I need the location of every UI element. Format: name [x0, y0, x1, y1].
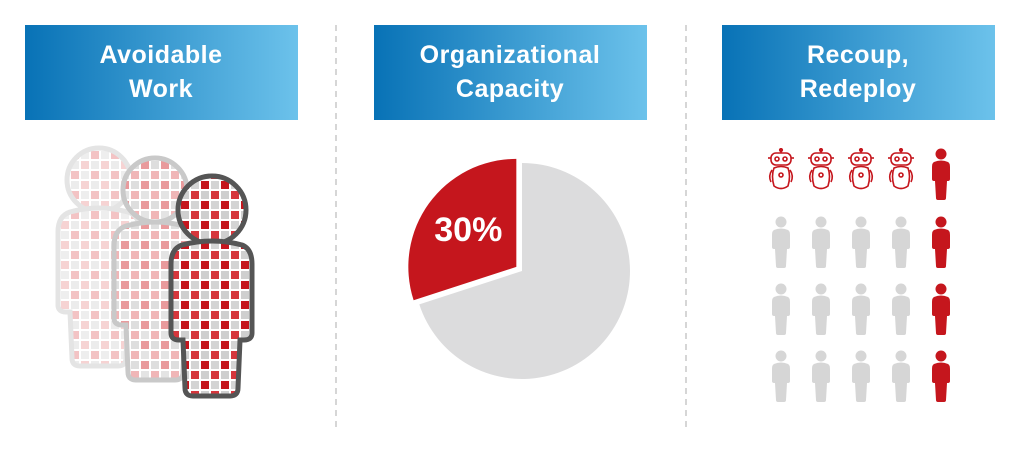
pie-chart: 30% [408, 158, 630, 379]
person-icon [892, 283, 910, 335]
pie-slice [408, 158, 517, 301]
person-icon [932, 216, 950, 268]
person-icon [772, 350, 790, 402]
slice-label: 30% [434, 211, 502, 249]
header-box [722, 25, 995, 120]
person-icon [772, 216, 790, 268]
person-icon [812, 350, 830, 402]
person-icon [812, 283, 830, 335]
person-icon [852, 283, 870, 335]
people-grid [767, 148, 950, 402]
person-icon [812, 216, 830, 268]
person-icon [892, 350, 910, 402]
robot-icon [767, 148, 795, 190]
panel-title: Work [129, 75, 193, 103]
panel-title: Avoidable [99, 41, 222, 69]
panel-title: Capacity [456, 75, 564, 103]
header-box [25, 25, 298, 120]
person-icon [852, 216, 870, 268]
robot-icon [847, 148, 875, 190]
person-icon [892, 216, 910, 268]
robot-icon [887, 148, 915, 190]
pie-rest [419, 163, 630, 379]
person-icon [932, 350, 950, 402]
header-box [374, 25, 647, 120]
panel-title: Redeploy [800, 75, 917, 103]
divider [335, 25, 687, 428]
robot-icon [807, 148, 835, 190]
person-icon [852, 350, 870, 402]
person-front [168, 173, 255, 399]
panel-title: Organizational [420, 41, 601, 69]
person-icon [932, 148, 950, 200]
person-icon [772, 283, 790, 335]
panel-title: Recoup, [807, 41, 909, 69]
person-icon [932, 283, 950, 335]
mosaic-people [55, 145, 255, 399]
